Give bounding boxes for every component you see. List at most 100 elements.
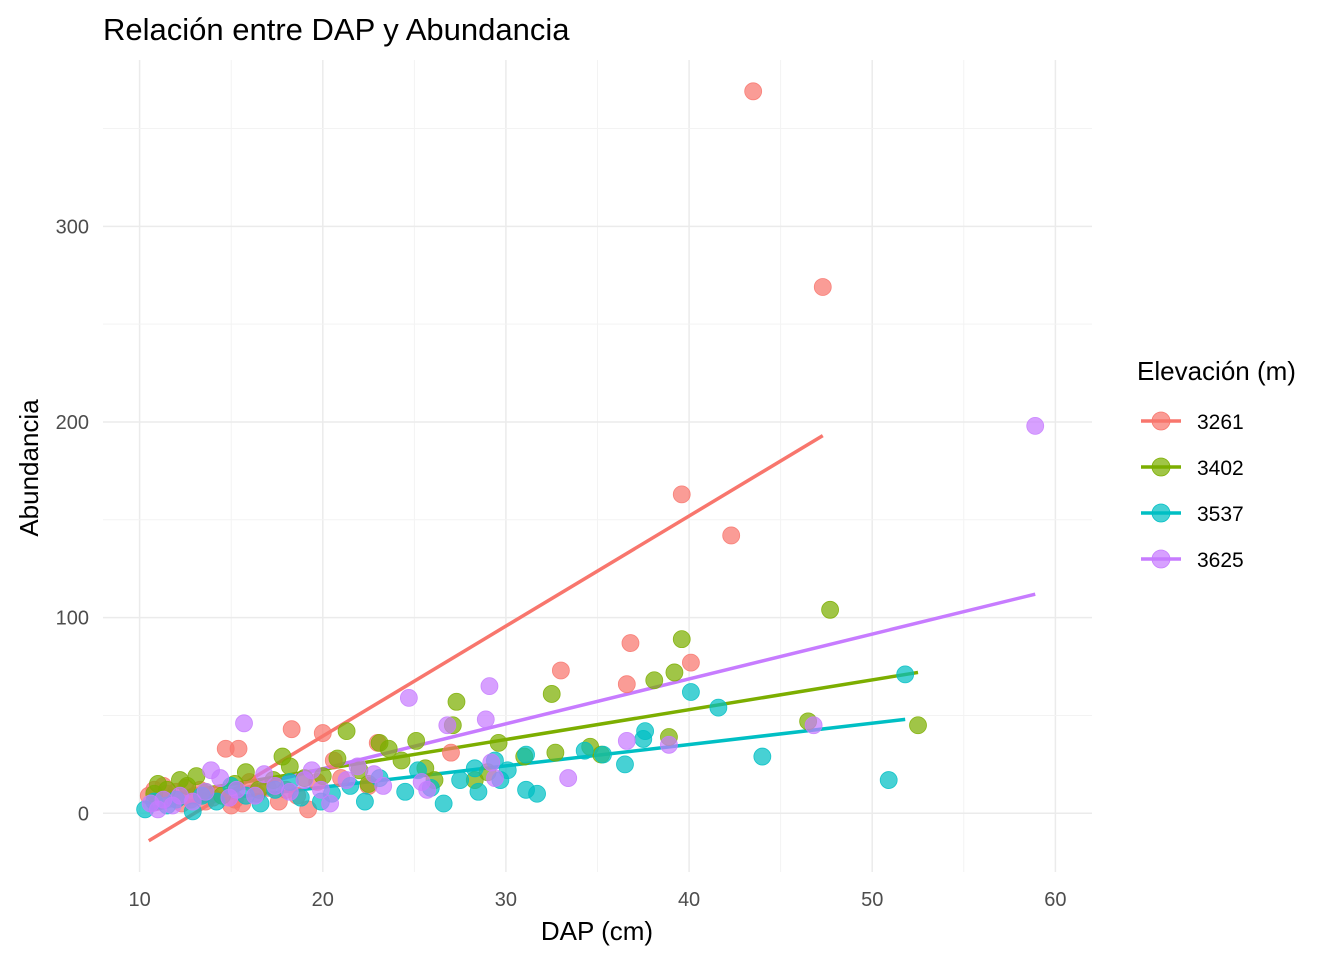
y-axis-title: Abundancia [14,399,44,537]
point-3261 [672,485,691,504]
y-tick-label: 300 [56,216,89,238]
point-3402 [821,600,839,619]
point-3402 [665,663,684,682]
point-3625 [399,688,418,707]
point-3625 [302,761,321,780]
point-3261 [722,526,741,545]
point-3261 [313,724,332,742]
point-3402 [672,630,691,649]
legend-label-3537: 3537 [1197,503,1244,526]
point-3625 [438,716,457,735]
point-3261 [621,634,640,652]
point-3261 [282,720,301,739]
point-3537 [879,771,898,789]
point-3625 [482,753,501,772]
point-3261 [229,739,248,758]
y-tick-label: 200 [56,412,89,434]
point-3625 [246,786,264,805]
point-3625 [374,777,393,795]
point-3537 [396,782,415,801]
point-3537 [498,761,517,780]
point-3625 [804,716,823,735]
x-tick-label: 40 [678,889,700,911]
point-3402 [407,732,426,750]
point-3261 [617,675,636,694]
point-3402 [542,685,561,703]
point-3625 [337,771,356,789]
chart-title: Relación entre DAP y Abundancia [103,12,570,47]
point-3625 [480,677,499,696]
y-tick-label: 0 [78,803,89,825]
legend-key-3261 [1151,411,1171,431]
point-3402 [328,749,347,768]
legend-key-3537 [1151,503,1171,523]
legend-label-3625: 3625 [1197,549,1244,572]
point-3625 [227,780,246,799]
point-3625 [255,765,274,784]
point-3625 [486,769,504,787]
point-3537 [434,794,453,813]
point-3537 [356,792,374,811]
point-3625 [559,769,578,787]
point-3537 [682,683,700,701]
point-3402 [379,739,398,758]
point-3625 [617,732,636,750]
point-3537 [517,745,535,764]
data-points [136,82,1045,821]
y-axis-ticks: 0 100 200 300 [56,216,89,825]
x-tick-label: 20 [312,889,334,911]
x-axis-ticks: 10 20 30 40 50 60 [129,889,1067,911]
point-3537 [451,771,470,789]
point-3625 [660,735,678,754]
point-3625 [1026,416,1045,435]
point-3625 [235,714,253,733]
point-3537 [636,722,655,741]
point-3402 [392,751,411,770]
grid-lines [103,60,1092,872]
point-3402 [645,671,664,690]
x-tick-label: 10 [129,889,151,911]
x-axis-title: DAP (cm) [541,916,653,946]
x-tick-label: 50 [861,889,883,911]
point-3625 [418,780,437,799]
point-3537 [594,745,612,764]
point-3625 [348,757,367,776]
point-3625 [183,792,202,811]
point-3537 [575,741,594,760]
point-3537 [753,747,772,766]
point-3261 [442,743,460,762]
point-3402 [337,722,356,741]
legend-title: Elevación (m) [1137,356,1296,386]
x-tick-label: 60 [1044,889,1066,911]
point-3625 [196,782,215,801]
y-tick-label: 100 [56,608,89,630]
point-3537 [896,665,915,684]
point-3625 [312,780,330,799]
legend-label-3402: 3402 [1197,457,1244,480]
point-3625 [280,782,299,801]
point-3402 [546,743,565,762]
point-3261 [551,661,570,680]
legend-label-3261: 3261 [1197,411,1244,434]
x-tick-label: 30 [495,889,517,911]
legend-key-3625 [1151,549,1171,569]
point-3402 [489,733,508,752]
point-3537 [469,782,488,801]
point-3261 [813,278,832,296]
point-3537 [616,755,634,774]
point-3402 [447,692,466,711]
point-3261 [744,82,763,101]
point-3537 [709,698,728,717]
legend-key-3402 [1151,457,1171,477]
point-3625 [211,769,230,787]
point-3402 [909,716,927,735]
legend: Elevación (m) 3261 3402 3537 3625 [1137,356,1296,572]
point-3402 [280,757,299,776]
point-3625 [365,765,383,784]
point-3261 [682,653,700,672]
point-3402 [236,763,255,782]
point-3537 [528,784,546,803]
point-3625 [476,710,495,729]
